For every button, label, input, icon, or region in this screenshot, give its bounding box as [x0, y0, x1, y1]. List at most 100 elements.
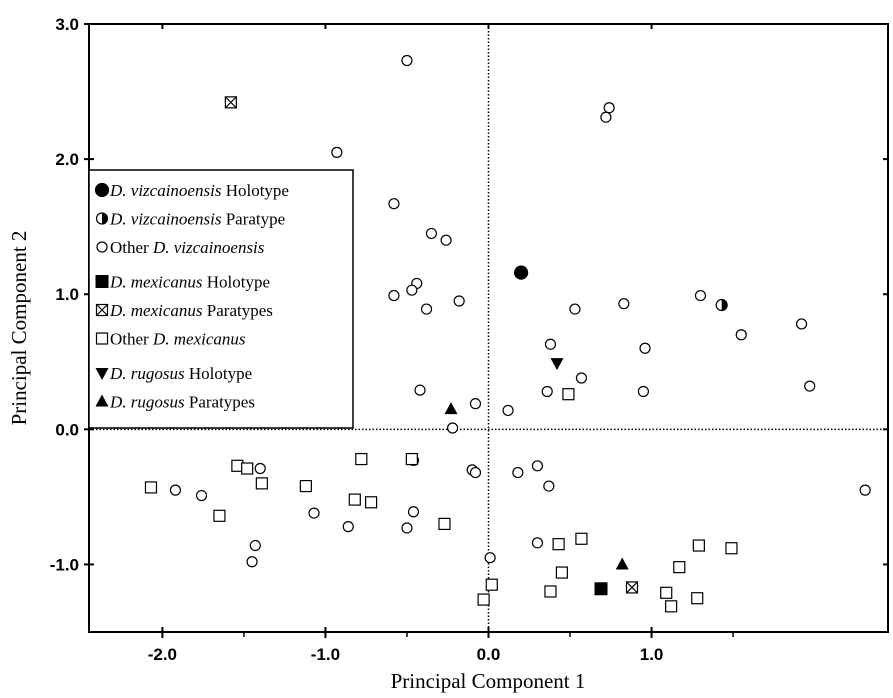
legend-entry-rug-holo: D. rugosus Holotype [95, 364, 252, 383]
data-point-mex-other [299, 479, 312, 493]
legend-label: Other D. mexicanus [110, 330, 246, 349]
data-point-vizc-other [169, 484, 182, 496]
legend-marker [94, 182, 110, 198]
data-point-vizc-other [388, 289, 400, 302]
data-point-mex-other [665, 600, 678, 613]
marker-half-fill [721, 299, 728, 311]
data-point-vizc-other [469, 398, 482, 410]
data-point-rug-para [444, 402, 458, 415]
data-point-rug-para [615, 557, 629, 570]
data-point-vizc-other [543, 480, 555, 492]
data-point-vizc-other [544, 338, 557, 350]
data-point-vizc-other [342, 521, 354, 533]
legend-entry-vizc-para: D. vizcainoensis Paratype [95, 210, 285, 229]
legend-entry-rug-para: D. rugosus Paratypes [95, 393, 255, 412]
legend-label: D. mexicanus Paratypes [109, 301, 273, 320]
x-tick-label: 1.0 [640, 645, 664, 664]
legend-marker [95, 212, 109, 225]
data-point-vizc-other [512, 466, 524, 479]
data-point-vizc-other [531, 460, 544, 472]
data-point-vizc-other [575, 372, 588, 384]
y-tick-label: 0.0 [55, 420, 79, 439]
y-tick-label: 2.0 [55, 150, 79, 169]
legend-label: D. rugosus Holotype [109, 364, 252, 383]
data-point-mex-other [692, 539, 705, 552]
data-point-mex-other [673, 561, 686, 574]
y-tick-label: 1.0 [55, 285, 79, 304]
legend-marker [95, 394, 109, 407]
data-point-vizc-other [246, 556, 258, 568]
legend-entry-vizc-other: Other D. vizcainoensis [96, 238, 265, 257]
data-point-mex-other [562, 388, 575, 401]
data-point-mex-other [355, 452, 368, 466]
x-tick-label: 0.0 [477, 645, 501, 664]
marker-cross [626, 581, 638, 594]
legend-label: Other D. vizcainoensis [110, 238, 265, 257]
data-point-vizc-other [795, 318, 808, 330]
data-point-vizc-other [859, 484, 871, 496]
marker-cross [96, 304, 108, 316]
data-point-vizc-other [531, 537, 544, 549]
data-point-mex-other [477, 593, 490, 606]
data-point-vizc-other [420, 303, 433, 315]
data-point-mex-other [348, 493, 361, 506]
data-point-vizc-other [637, 385, 650, 398]
data-point-mex-other [255, 477, 268, 490]
data-point-vizc-other [331, 146, 343, 158]
data-point-rug-holo [550, 358, 564, 371]
legend-entry-vizc-holo: D. vizcainoensis Holotype [94, 181, 289, 200]
data-point-vizc-other [694, 289, 707, 302]
data-point-mex-other [144, 481, 158, 494]
legend-box [88, 169, 354, 429]
data-point-mex-para [224, 96, 237, 109]
y-axis-title: Principal Component 2 [7, 231, 31, 426]
data-point-vizc-other [735, 329, 747, 341]
x-tick-label: -2.0 [148, 645, 177, 664]
x-tick-label: -1.0 [311, 645, 340, 664]
data-point-vizc-other [453, 295, 465, 307]
data-point-vizc-other [603, 102, 615, 114]
data-point-vizc-other [541, 385, 553, 398]
data-point-vizc-holo [514, 265, 529, 280]
data-point-vizc-other [618, 298, 630, 310]
data-point-vizc-other [469, 466, 482, 479]
data-point-mex-other [241, 462, 254, 475]
legend-entry-mex-holo: D. mexicanus Holotype [95, 273, 270, 292]
x-axis-title: Principal Component 1 [391, 669, 586, 693]
data-point-vizc-other [254, 462, 266, 475]
data-point-vizc-para [715, 298, 728, 312]
legend-marker [95, 332, 109, 345]
data-point-mex-other [725, 542, 738, 555]
y-tick-label: -1.0 [50, 555, 79, 574]
data-point-mex-holo [594, 582, 608, 596]
data-point-mex-other [691, 592, 704, 605]
legend-label: D. mexicanus Holotype [109, 273, 270, 292]
data-point-vizc-other [804, 380, 816, 392]
legend-marker [95, 368, 109, 380]
data-point-vizc-other [401, 522, 413, 534]
data-point-mex-para [625, 581, 639, 594]
data-point-mex-other [213, 509, 226, 522]
legend-label: D. vizcainoensis Holotype [109, 181, 289, 200]
data-point-vizc-other [502, 404, 514, 417]
legend-marker [95, 275, 109, 288]
data-point-vizc-other [484, 552, 496, 564]
marker-cross [224, 96, 237, 109]
data-point-vizc-other [195, 489, 208, 502]
data-point-vizc-other [639, 342, 651, 354]
data-point-vizc-other [600, 111, 612, 123]
legend-marker [95, 303, 109, 317]
legend-label: D. rugosus Paratypes [109, 393, 255, 412]
data-point-mex-other [544, 585, 557, 598]
data-point-vizc-other [401, 54, 413, 67]
data-point-vizc-other [414, 384, 426, 396]
data-point-vizc-other [425, 227, 438, 240]
data-point-vizc-other [308, 507, 320, 519]
legend-label: D. vizcainoensis Paratype [109, 210, 285, 229]
data-point-vizc-other [388, 198, 400, 210]
data-point-mex-other [660, 586, 673, 599]
marker-half-fill [102, 213, 108, 224]
legend-marker [96, 241, 108, 253]
data-point-mex-other [485, 578, 498, 591]
